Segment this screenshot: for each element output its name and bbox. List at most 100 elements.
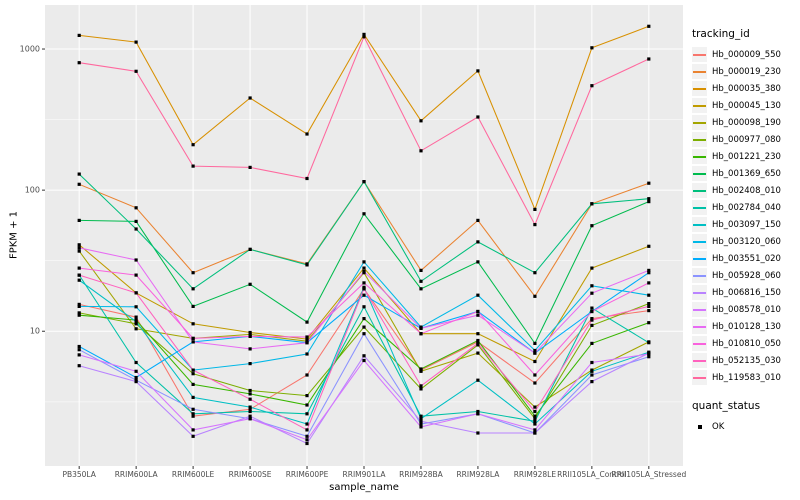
data-point (647, 200, 651, 204)
series-color-line-icon (693, 309, 706, 311)
legend-item-Hb_003551_020: Hb_003551_020 (692, 250, 798, 267)
data-point (419, 425, 423, 429)
data-point (77, 313, 81, 317)
data-point (305, 403, 309, 407)
data-point (248, 362, 252, 366)
data-point (77, 273, 81, 277)
data-point (476, 431, 480, 435)
data-point (134, 291, 138, 295)
data-point (590, 46, 594, 50)
legend-item-label: Hb_001221_230 (712, 151, 781, 162)
data-point (248, 334, 252, 338)
data-point (533, 294, 537, 298)
series-color-line-icon (693, 156, 706, 158)
x-tick-label: RRIM928LE (513, 470, 557, 479)
legend-item-Hb_002784_040: Hb_002784_040 (692, 199, 798, 216)
data-point (362, 266, 366, 270)
legend-item-Hb_000009_550: Hb_000009_550 (692, 46, 798, 63)
legend-item-label: Hb_000045_130 (712, 100, 781, 111)
data-point (590, 306, 594, 310)
legend-item-label: Hb_003551_020 (712, 253, 781, 264)
data-point (647, 355, 651, 359)
data-point (77, 364, 81, 368)
data-point (305, 412, 309, 416)
data-point (647, 341, 651, 345)
series-color-line-icon (693, 122, 706, 124)
data-point (362, 354, 366, 358)
data-point (134, 322, 138, 326)
data-point (134, 315, 138, 319)
data-point (590, 360, 594, 365)
data-point (590, 284, 594, 288)
series-color-line-icon (693, 258, 706, 260)
legend-item-label: Hb_005928_060 (712, 270, 781, 281)
data-point (533, 405, 537, 409)
legend-item-label: Hb_003097_150 (712, 219, 781, 230)
data-point (533, 409, 537, 414)
legend-key-swatch (692, 183, 707, 198)
data-point (248, 96, 252, 100)
data-point (419, 384, 423, 388)
data-point (134, 380, 138, 384)
data-point (77, 304, 81, 308)
legend-item-Hb_000977_080: Hb_000977_080 (692, 131, 798, 148)
data-point (419, 326, 423, 330)
data-point (533, 207, 537, 211)
data-point (476, 332, 480, 336)
data-point (590, 291, 594, 295)
legend-key-swatch (692, 353, 707, 368)
x-axis-title: sample_name (329, 482, 399, 493)
data-point (305, 438, 309, 442)
data-point (77, 218, 81, 222)
data-point (362, 260, 366, 264)
data-point (362, 325, 366, 329)
quant-ok-key (692, 419, 707, 434)
data-point (191, 336, 195, 340)
data-point (476, 338, 480, 343)
data-point (362, 305, 366, 309)
data-point (647, 197, 651, 201)
data-point (590, 84, 594, 88)
data-point (476, 351, 480, 355)
legend-item-Hb_000098_190: Hb_000098_190 (692, 114, 798, 131)
data-point (248, 417, 252, 421)
data-point (191, 164, 195, 168)
data-point (191, 372, 195, 376)
data-point (248, 407, 252, 411)
legend: tracking_id Hb_000009_550 Hb_000019_230 Hb… (692, 28, 798, 435)
data-point (647, 271, 651, 275)
series-color-line-icon (693, 326, 706, 328)
series-color-line-icon (693, 71, 706, 73)
data-point (248, 392, 252, 396)
x-tick-label: RRIM600SE (228, 470, 272, 479)
data-point (77, 278, 81, 282)
data-point (533, 431, 537, 435)
x-tick-label: RRIM600PE (285, 470, 329, 479)
legend-item-Hb_010810_050: Hb_010810_050 (692, 335, 798, 352)
data-point (248, 165, 252, 169)
y-tick-label: 100 (24, 185, 40, 195)
legend-item-Hb_001369_650: Hb_001369_650 (692, 165, 798, 182)
data-point (77, 33, 81, 37)
legend-item-label: Hb_000098_190 (712, 117, 781, 128)
data-point (248, 347, 252, 351)
data-point (134, 305, 138, 309)
legend-key-swatch (692, 132, 707, 147)
x-tick-label: RRIM600LE (171, 470, 215, 479)
legend-item-Hb_052135_030: Hb_052135_030 (692, 352, 798, 369)
data-point (77, 172, 81, 176)
data-point (305, 394, 309, 398)
data-point (533, 359, 537, 364)
data-point (533, 414, 537, 418)
data-point (647, 57, 651, 61)
data-point (476, 260, 480, 264)
series-color-line-icon (693, 207, 706, 209)
legend-key-swatch (692, 302, 707, 317)
data-point (191, 322, 195, 326)
legend-item-label: Hb_006816_150 (712, 287, 781, 298)
data-point (362, 317, 366, 321)
data-point (476, 240, 480, 244)
data-point (590, 309, 594, 314)
legend-item-label: Hb_119583_010 (712, 372, 781, 383)
